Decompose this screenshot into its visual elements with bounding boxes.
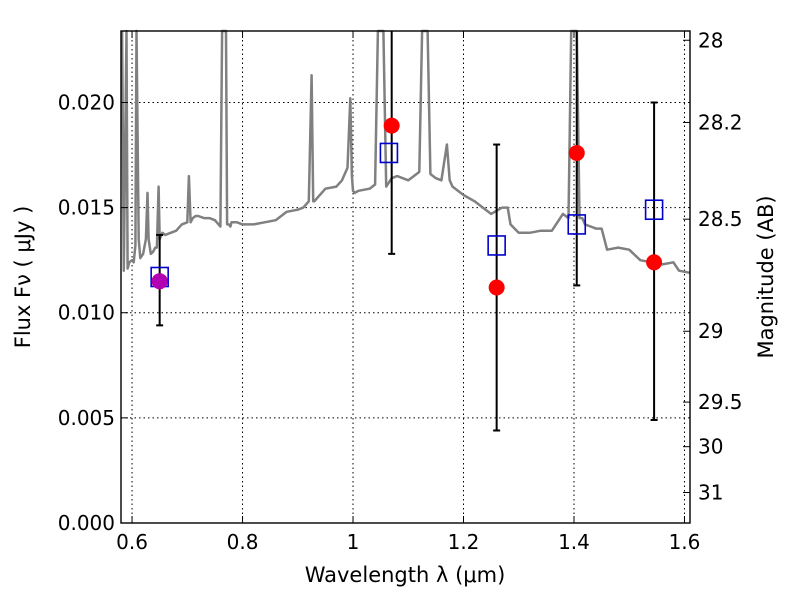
observed-point-circle bbox=[568, 144, 585, 161]
observed-point-circle bbox=[488, 279, 505, 296]
model-point-square bbox=[379, 142, 399, 164]
x-tick-label: 1.4 bbox=[558, 530, 590, 554]
y-tick-label: 0.015 bbox=[58, 196, 115, 220]
y-tick-label: 0.010 bbox=[58, 301, 115, 325]
model-spectrum bbox=[120, 29, 691, 275]
y-tick-label: 0.020 bbox=[58, 90, 115, 114]
y2-tick-label: 28.5 bbox=[698, 207, 743, 231]
data-points bbox=[150, 117, 664, 296]
axis-ticks: 0.6 0.8 1 1.2 1.4 1.6 0.000 0.005 0.010 0.015 0.02… bbox=[58, 28, 743, 554]
x-tick-label: 1.6 bbox=[669, 530, 701, 554]
model-point-square bbox=[487, 235, 506, 256]
y2-tick-label: 30 bbox=[698, 435, 723, 459]
observed-point-circle bbox=[646, 254, 663, 271]
y2-tick-label: 29.5 bbox=[698, 390, 743, 414]
y2-tick-label: 28 bbox=[698, 28, 723, 52]
error-bars bbox=[156, 31, 658, 432]
model-point-square bbox=[567, 214, 587, 235]
x-tick-label: 0.6 bbox=[116, 530, 148, 554]
x-tick-label: 0.8 bbox=[227, 530, 259, 554]
y-tick-label: 0.000 bbox=[58, 511, 115, 535]
plot-frame bbox=[120, 30, 691, 524]
y2-tick-label: 31 bbox=[698, 481, 723, 505]
x-tick-label: 1 bbox=[347, 530, 360, 554]
grid-lines bbox=[121, 31, 690, 523]
x-axis-label: Wavelength λ (μm) bbox=[305, 563, 506, 587]
highlight-point-circle bbox=[151, 273, 168, 290]
model-point-square bbox=[644, 199, 664, 221]
x-tick-label: 1.2 bbox=[448, 530, 480, 554]
observed-point-circle bbox=[383, 117, 400, 134]
y2-tick-label: 29 bbox=[698, 319, 723, 343]
model-spectrum-line bbox=[120, 29, 691, 275]
y-axis-label: Flux Fν ( μJy ) bbox=[11, 206, 35, 349]
y-tick-label: 0.005 bbox=[58, 406, 115, 430]
y2-tick-label: 28.2 bbox=[698, 110, 743, 134]
y2-axis-label: Magnitude (AB) bbox=[754, 195, 778, 358]
